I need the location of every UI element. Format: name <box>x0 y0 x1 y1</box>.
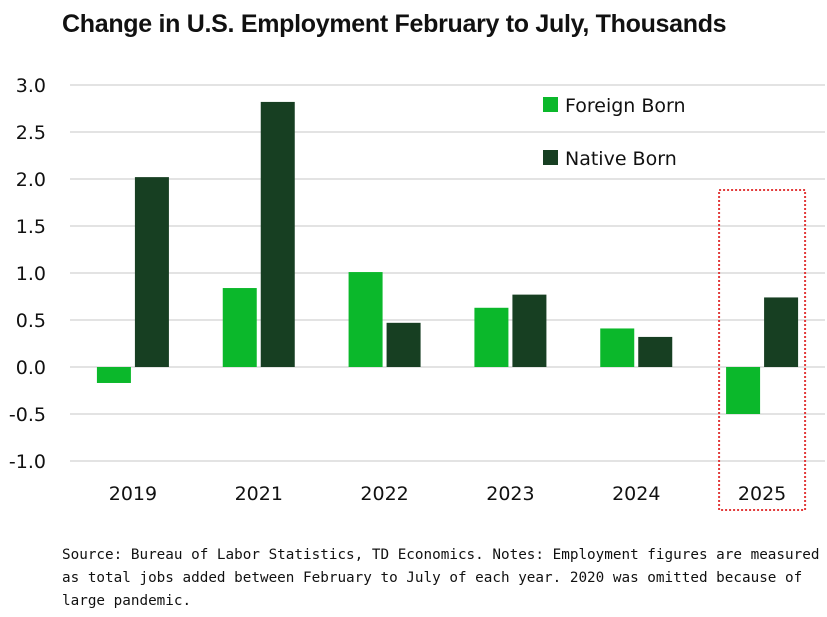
bar-native-born-2025 <box>764 297 799 367</box>
legend-label-foreign-born: Foreign Born <box>565 95 686 117</box>
bar-foreign-born-2022 <box>348 272 383 367</box>
x-tick-label: 2019 <box>109 483 157 505</box>
y-tick-label: 2.0 <box>16 169 46 191</box>
legend-swatch-native-born <box>543 150 558 165</box>
legend-swatch-foreign-born <box>543 97 558 112</box>
y-tick-label: 1.0 <box>16 263 46 285</box>
highlight-box-2025 <box>718 189 807 511</box>
bar-native-born-2023 <box>512 294 547 367</box>
bar-native-born-2019 <box>134 177 169 367</box>
x-axis-ticks: 2019 2021 2022 2023 2024 2025 <box>109 483 787 505</box>
y-tick-label: -0.5 <box>9 404 46 426</box>
x-tick-label: 2025 <box>738 483 786 505</box>
legend-label-native-born: Native Born <box>565 148 677 170</box>
y-tick-label: 0.0 <box>16 357 46 379</box>
bars <box>96 101 799 414</box>
highlight-box <box>718 189 807 511</box>
x-tick-label: 2024 <box>612 483 660 505</box>
bar-foreign-born-2019 <box>96 367 131 383</box>
x-tick-label: 2021 <box>235 483 283 505</box>
bar-native-born-2022 <box>386 322 421 367</box>
y-tick-label: 2.5 <box>16 122 46 144</box>
chart-title: Change in U.S. Employment February to Ju… <box>62 10 727 38</box>
y-tick-label: 1.5 <box>16 216 46 238</box>
gridlines <box>70 84 825 462</box>
source-note: Source: Bureau of Labor Statistics, TD E… <box>62 547 820 609</box>
y-tick-label: 3.0 <box>16 75 46 97</box>
bar-chart: 3.02.52.01.51.00.50.0-0.5-1.0 2019 2021 20… <box>9 75 825 511</box>
bar-foreign-born-2025 <box>726 367 761 414</box>
y-axis-ticks: 3.0 2.5 2.0 1.5 1.0 0.5 0.0 -0.5 -1.0 <box>9 75 46 473</box>
x-tick-label: 2023 <box>486 483 534 505</box>
x-tick-label: 2022 <box>360 483 408 505</box>
bar-foreign-born-2023 <box>474 307 509 367</box>
bar-foreign-born-2024 <box>600 328 635 367</box>
y-tick-label: -1.0 <box>9 451 46 473</box>
y-tick-label: 0.5 <box>16 310 46 332</box>
legend: Foreign Born Native Born <box>543 95 686 170</box>
bar-native-born-2024 <box>638 336 673 367</box>
bar-foreign-born-2021 <box>222 288 257 367</box>
bar-native-born-2021 <box>260 101 295 368</box>
